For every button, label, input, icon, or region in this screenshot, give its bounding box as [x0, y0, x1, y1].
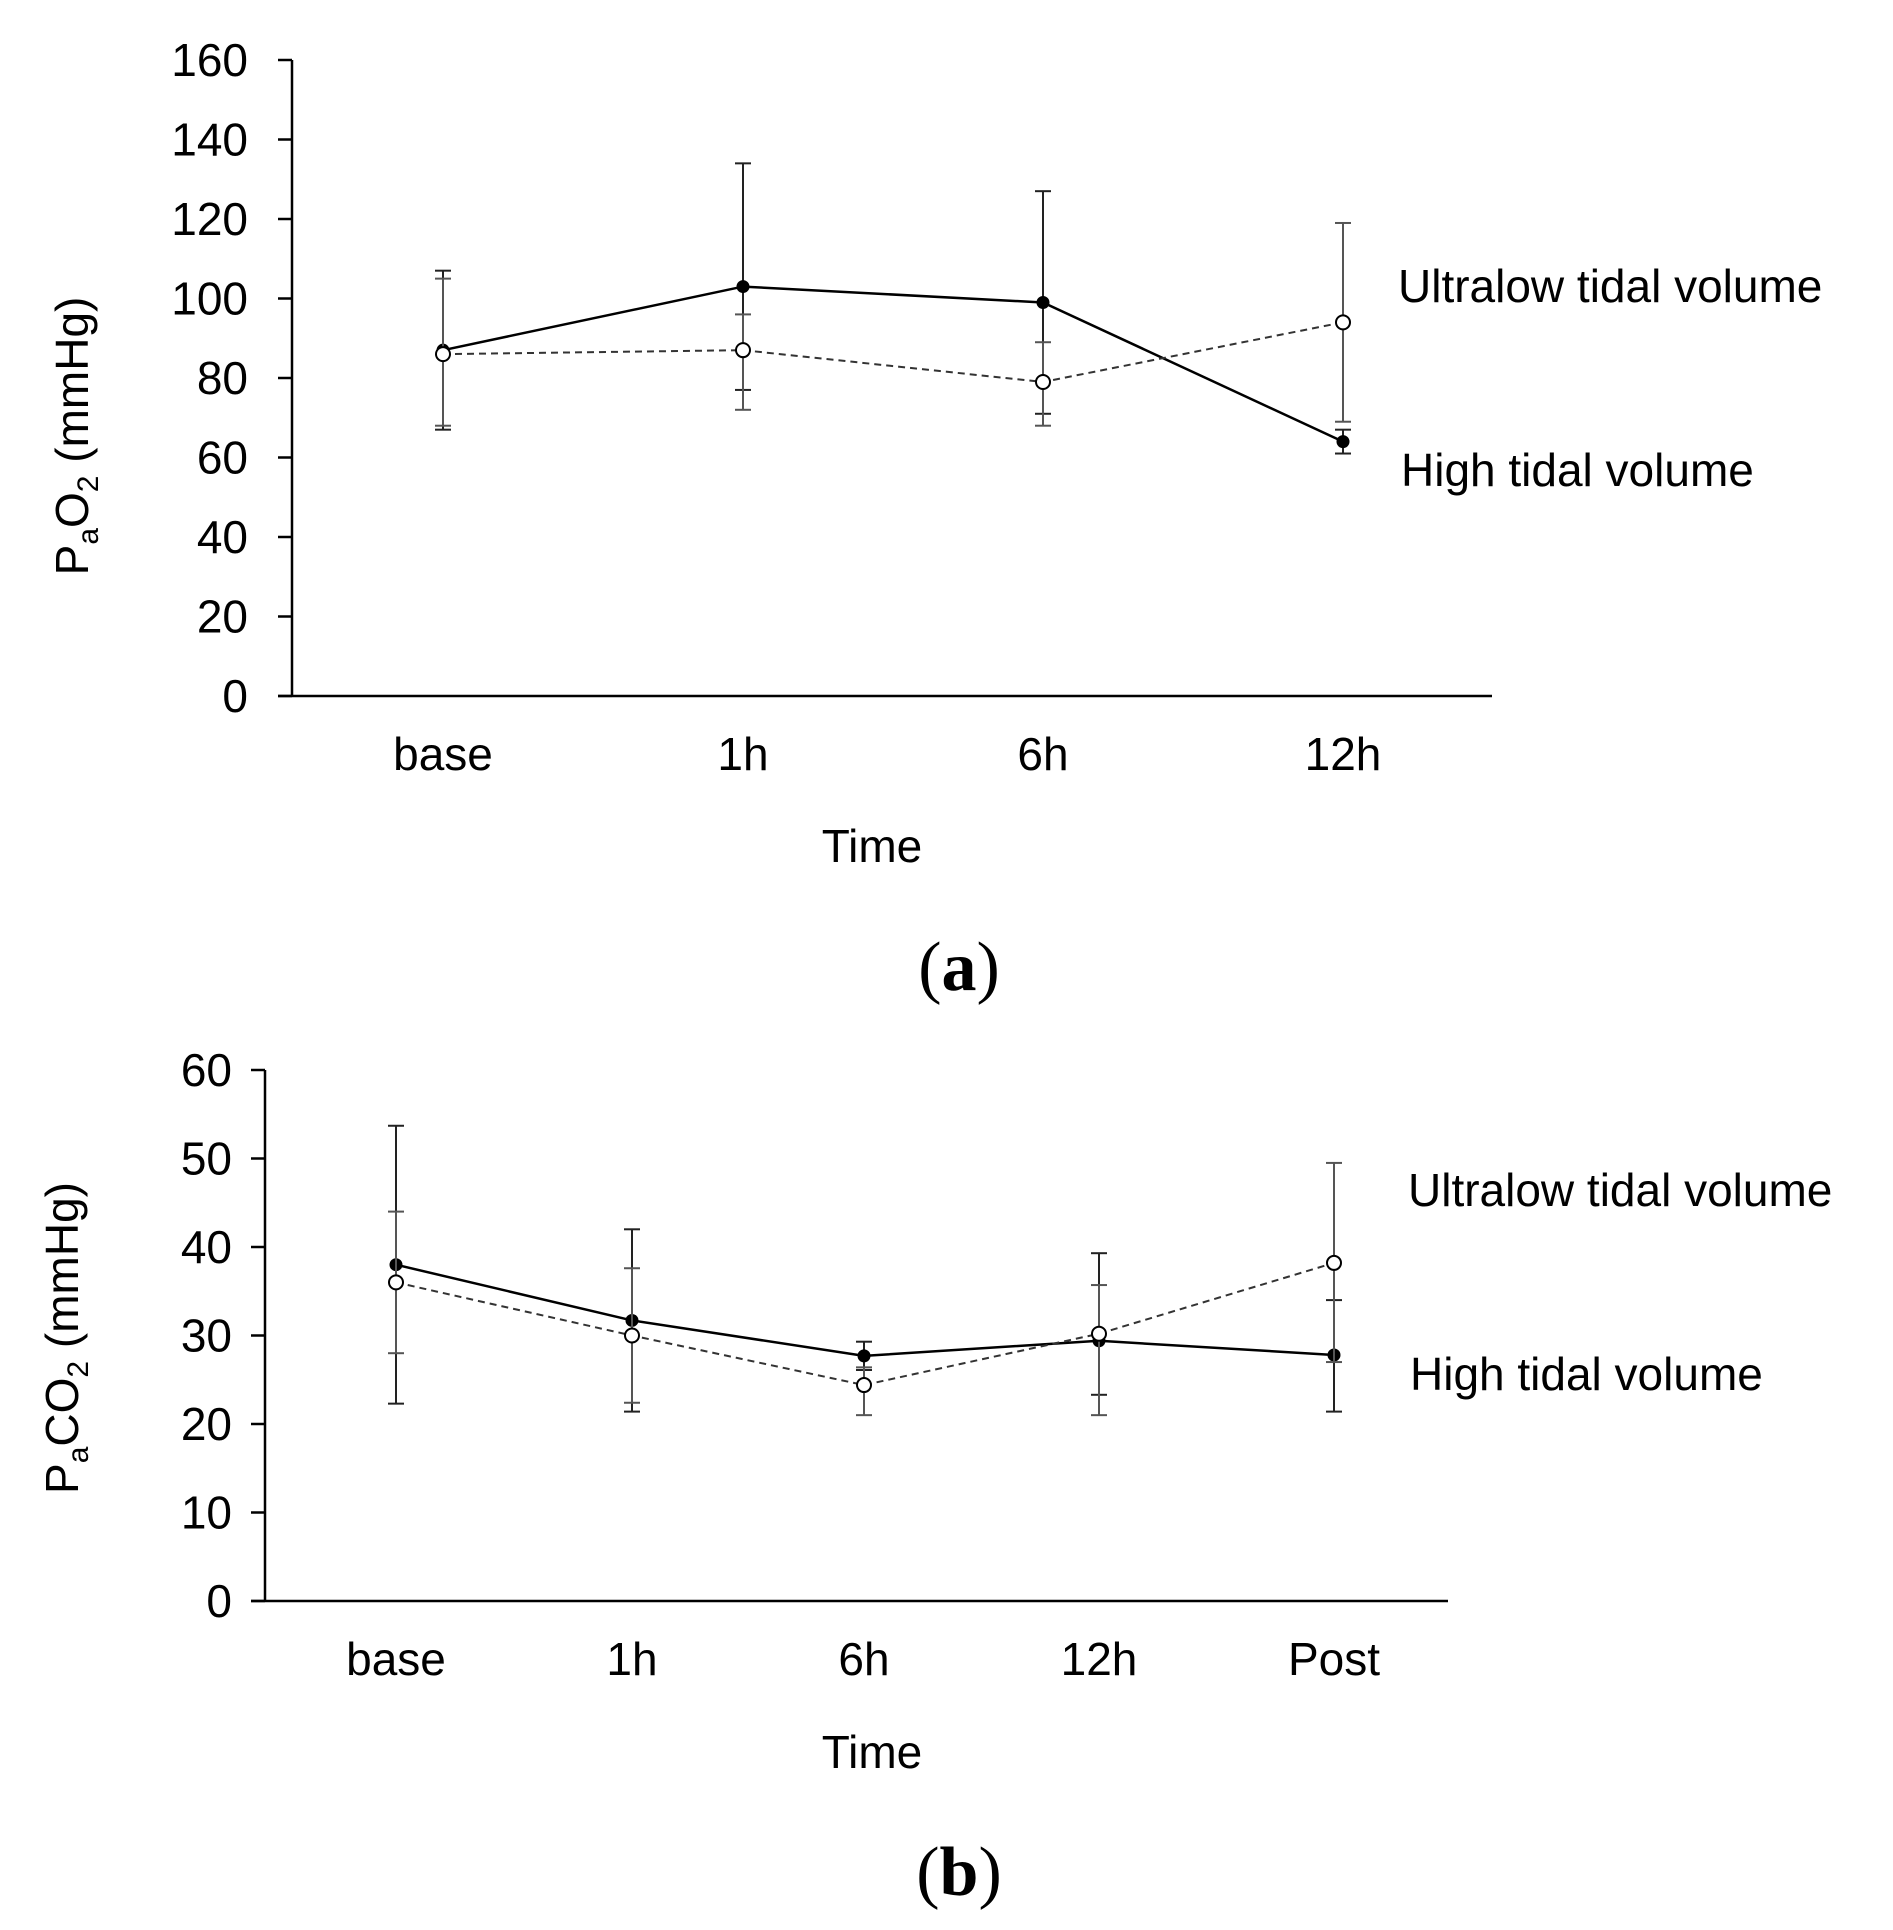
y-tick-label: 10 [181, 1487, 232, 1539]
data-point-ultralow [1336, 435, 1350, 449]
plot-area [278, 60, 1492, 698]
series-label-ultralow: Ultralow tidal volume [1398, 260, 1822, 312]
x-tick-label: 12h [1305, 728, 1382, 780]
panel-letter-a: a [942, 929, 977, 1006]
y-axis-ticks: 0 10 20 30 40 50 60 [181, 1044, 265, 1627]
y-title-sub1: a [62, 1446, 95, 1463]
x-axis-title: Time [822, 1726, 923, 1778]
y-tick-label: 160 [171, 34, 248, 86]
data-point-high [735, 342, 751, 359]
data-point-ultralow [736, 280, 750, 294]
y-tick-label: 20 [197, 591, 248, 643]
series-line-ultralow [442, 285, 1344, 443]
x-axis-ticks: base 1h 6h 12h Post [346, 1633, 1380, 1685]
data-point-high [1035, 373, 1051, 390]
y-title-mid: CO [36, 1378, 88, 1447]
x-tick-label: 1h [717, 728, 768, 780]
x-tick-label: 6h [838, 1633, 889, 1685]
panel-label-b: (b) [916, 1834, 1002, 1911]
y-tick-label: 80 [197, 352, 248, 404]
data-point-ultralow [857, 1349, 871, 1363]
data-point-high [435, 346, 451, 363]
panel-label-a: (a) [918, 929, 1000, 1006]
chart-panel-b: 0 10 20 30 40 50 60 base 1h 6h 12h Post PaCO2 (mmH… [36, 1044, 1832, 1911]
data-point-ultralow [1036, 295, 1050, 309]
y-title-main: P [46, 545, 98, 576]
y-tick-label: 40 [181, 1221, 232, 1273]
y-tick-label: 20 [181, 1398, 232, 1450]
y-axis-title: PaO2 (mmHg) [46, 297, 105, 576]
x-axis-title: Time [822, 820, 923, 872]
series-label-ultralow: Ultralow tidal volume [1408, 1164, 1832, 1216]
y-title-mid: O [46, 492, 98, 528]
series-label-high: High tidal volume [1401, 444, 1754, 496]
data-point-high [1326, 1254, 1342, 1271]
data-point-high [388, 1274, 404, 1291]
y-tick-label: 100 [171, 273, 248, 325]
y-tick-label: 60 [181, 1044, 232, 1096]
series-label-high: High tidal volume [1410, 1348, 1763, 1400]
y-tick-label: 140 [171, 114, 248, 166]
series-line-high [395, 1261, 1335, 1387]
y-tick-label: 0 [222, 670, 248, 722]
y-title-sub2: 2 [62, 1361, 95, 1378]
x-tick-label: base [393, 728, 493, 780]
y-tick-label: 0 [206, 1575, 232, 1627]
x-axis-ticks: base 1h 6h 12h [393, 728, 1381, 780]
series-line-high [442, 321, 1344, 383]
data-point-high [856, 1377, 872, 1394]
y-title-sub2: 2 [72, 476, 105, 493]
data-point-high [1091, 1325, 1107, 1342]
y-title-sub1: a [72, 528, 105, 545]
y-axis-title: PaCO2 (mmHg) [36, 1182, 95, 1494]
data-point-high [624, 1327, 640, 1344]
x-tick-label: Post [1288, 1633, 1380, 1685]
y-title-tail: (mmHg) [46, 297, 98, 476]
y-title-main: P [36, 1463, 88, 1494]
y-tick-label: 120 [171, 193, 248, 245]
x-tick-label: base [346, 1633, 446, 1685]
y-title-tail: (mmHg) [36, 1182, 88, 1361]
x-tick-label: 6h [1017, 728, 1068, 780]
data-point-high [1335, 314, 1351, 331]
y-tick-label: 30 [181, 1310, 232, 1362]
y-axis-ticks: 0 20 40 60 80 100 120 140 160 [171, 34, 292, 722]
x-tick-label: 1h [606, 1633, 657, 1685]
y-tick-label: 60 [197, 432, 248, 484]
x-tick-label: 12h [1061, 1633, 1138, 1685]
y-tick-label: 50 [181, 1133, 232, 1185]
plot-area [251, 1070, 1448, 1603]
panel-letter-b: b [940, 1834, 979, 1911]
y-tick-label: 40 [197, 511, 248, 563]
